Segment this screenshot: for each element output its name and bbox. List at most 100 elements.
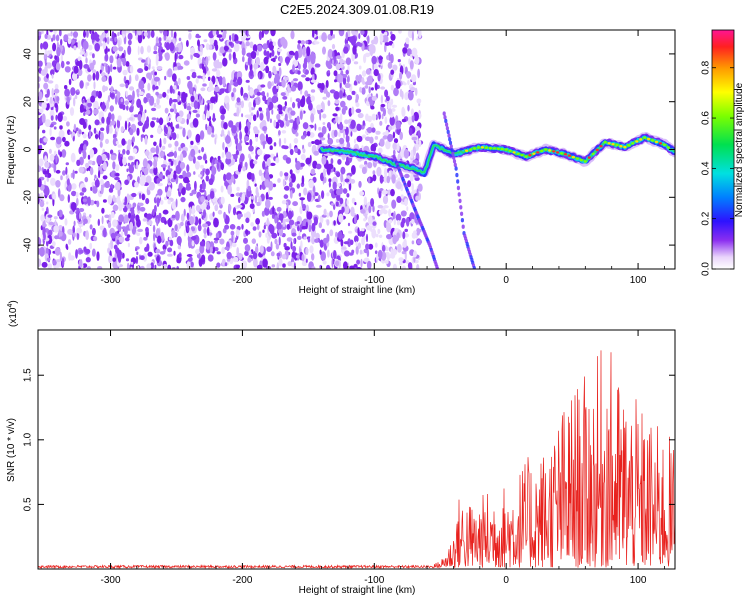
noise-blob (140, 116, 145, 123)
noise-blob (388, 219, 393, 224)
noise-blob (291, 232, 297, 237)
noise-blob (318, 126, 322, 131)
noise-blob (38, 31, 42, 37)
noise-blob (283, 242, 287, 248)
noise-blob (64, 88, 70, 97)
noise-blob (40, 42, 43, 50)
noise-blob (276, 221, 282, 231)
noise-blob (258, 30, 262, 41)
noise-blob (241, 193, 246, 203)
noise-blob (258, 231, 262, 238)
noise-blob (365, 243, 370, 250)
noise-blob (171, 214, 176, 219)
noise-blob (297, 235, 302, 240)
noise-blob (158, 212, 162, 219)
noise-blob (213, 237, 220, 241)
noise-blob (411, 113, 415, 123)
noise-blob (334, 79, 337, 83)
noise-blob (51, 73, 54, 79)
noise-blob (91, 227, 96, 236)
noise-blob (215, 43, 219, 51)
oblique-trace-blob (451, 151, 455, 157)
noise-blob (92, 72, 96, 81)
noise-blob (416, 188, 419, 198)
noise-blob (138, 80, 145, 90)
noise-blob (112, 219, 118, 228)
noise-blob (60, 60, 65, 69)
noise-blob (393, 217, 396, 226)
noise-blob (228, 83, 231, 93)
noise-blob (253, 67, 257, 77)
noise-blob (122, 69, 128, 76)
noise-blob (332, 50, 335, 59)
noise-blob (207, 103, 210, 111)
noise-blob (246, 52, 253, 57)
noise-blob (175, 124, 180, 129)
noise-blob (177, 85, 180, 90)
noise-blob (250, 51, 257, 59)
noise-blob (355, 241, 358, 247)
noise-blob (344, 178, 350, 183)
ridge-hotspot (532, 152, 536, 155)
noise-blob (224, 95, 230, 105)
noise-blob (237, 142, 242, 152)
noise-blob (226, 251, 232, 260)
noise-blob (271, 264, 276, 268)
noise-blob (156, 127, 162, 134)
noise-blob (349, 239, 354, 246)
noise-blob (142, 158, 148, 169)
ridge-hotspot (469, 148, 473, 151)
noise-blob (297, 40, 302, 44)
noise-blob (245, 35, 251, 39)
noise-blob (193, 52, 200, 58)
noise-blob (233, 153, 238, 160)
noise-blob (129, 221, 134, 231)
noise-blob (127, 242, 130, 248)
noise-blob (276, 85, 280, 89)
noise-blob (138, 57, 143, 61)
noise-blob (293, 238, 296, 244)
noise-blob (91, 69, 97, 74)
noise-blob (292, 64, 295, 73)
noise-blob (311, 141, 315, 144)
noise-blob (311, 236, 315, 245)
noise-blob (338, 213, 344, 223)
noise-blob (401, 106, 405, 117)
noise-blob (167, 182, 171, 186)
noise-blob (124, 100, 129, 105)
noise-blob (254, 195, 258, 204)
noise-blob (108, 242, 111, 249)
noise-blob (356, 259, 360, 265)
noise-blob (409, 30, 415, 33)
noise-blob (267, 81, 272, 89)
noise-blob (58, 30, 62, 37)
noise-blob (245, 79, 250, 83)
noise-blob (163, 196, 168, 201)
noise-blob (253, 257, 258, 268)
noise-blob (52, 42, 57, 52)
noise-blob (252, 226, 257, 231)
noise-blob (172, 99, 179, 103)
noise-blob (345, 69, 349, 75)
noise-blob (355, 94, 359, 101)
colorbar-tick-label: 0.4 (701, 161, 712, 175)
ridge-hotspot (508, 149, 512, 153)
noise-blob (86, 266, 91, 269)
noise-blob (280, 36, 286, 46)
noise-blob (241, 47, 246, 56)
noise-blob (232, 256, 239, 263)
noise-blob (338, 123, 344, 131)
noise-blob (126, 149, 130, 155)
noise-blob (238, 30, 242, 33)
noise-blob (153, 76, 160, 82)
noise-blob (99, 179, 104, 186)
noise-blob (295, 132, 299, 137)
noise-blob (306, 131, 311, 137)
noise-blob (153, 102, 157, 108)
noise-blob (242, 166, 246, 172)
noise-blob (244, 96, 248, 101)
noise-blob (321, 125, 327, 135)
noise-blob (216, 162, 220, 170)
noise-blob (315, 204, 322, 208)
noise-blob (120, 126, 125, 133)
